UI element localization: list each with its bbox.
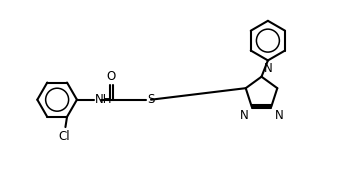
Text: S: S — [147, 93, 154, 106]
Text: NH: NH — [94, 93, 112, 106]
Text: Cl: Cl — [58, 130, 70, 143]
Text: O: O — [106, 70, 116, 83]
Text: N: N — [264, 62, 273, 75]
Text: N: N — [275, 109, 283, 122]
Text: N: N — [240, 109, 249, 122]
